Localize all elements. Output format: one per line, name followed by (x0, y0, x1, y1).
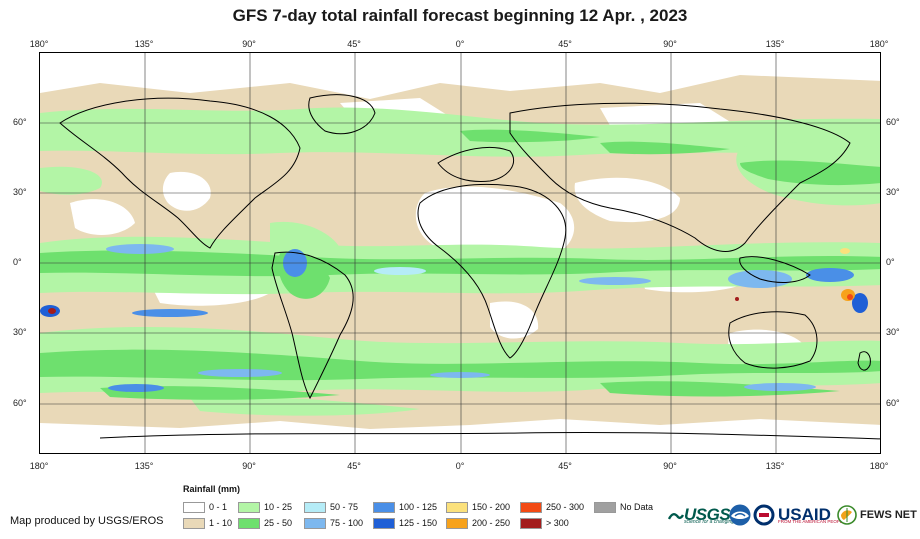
rainfall-map (39, 52, 881, 454)
fews-net-logo: FEWS NET (837, 502, 917, 528)
lat-tick-left: 60° (13, 117, 27, 127)
legend-swatch (594, 501, 616, 513)
lon-tick-top: 90° (663, 39, 677, 49)
map-title: GFS 7-day total rainfall forecast beginn… (232, 6, 688, 25)
legend-item: 50 - 75 (304, 501, 358, 513)
usgs-logo: USGS science for a changing world (668, 502, 747, 528)
legend-swatch (373, 501, 395, 513)
legend-title: Rainfall (mm) (183, 484, 241, 494)
lon-tick-bottom: 90° (242, 461, 256, 471)
legend-label: 75 - 100 (330, 518, 364, 528)
lon-tick-bottom: 45° (347, 461, 361, 471)
lon-tick-bottom: 135° (765, 461, 785, 471)
lon-tick-bottom: 0° (455, 461, 465, 471)
lon-tick-bottom: 135° (134, 461, 154, 471)
credit-text: Map produced by USGS/EROS (10, 515, 164, 527)
legend-swatch (183, 501, 205, 513)
legend-label: 50 - 75 (330, 502, 359, 512)
usaid-name: USAID (778, 504, 831, 524)
legend-label: 150 - 200 (472, 502, 511, 512)
lon-tick-bottom: 90° (663, 461, 677, 471)
legend-item: No Data (594, 501, 653, 513)
usgs-tagline: science for a changing world (684, 518, 748, 525)
usaid-wordmark: USAID FROM THE AMERICAN PEOPLE (778, 506, 845, 525)
lon-tick-bottom: 45° (558, 461, 572, 471)
legend-label: 1 - 10 (209, 518, 233, 528)
lat-tick-left: 30° (13, 327, 27, 337)
legend-swatch (520, 517, 542, 529)
legend-label: 200 - 250 (472, 518, 511, 528)
legend-item: 1 - 10 (183, 517, 232, 529)
legend-item: 150 - 200 (446, 501, 510, 513)
lon-tick-bottom: 180° (869, 461, 889, 471)
legend-swatch (446, 517, 468, 529)
legend-item: 100 - 125 (373, 501, 437, 513)
lat-tick-left: 0° (13, 257, 22, 267)
legend-swatch (238, 501, 260, 513)
usgs-wordmark: USGS science for a changing world (684, 506, 747, 525)
lon-tick-top: 0° (455, 39, 465, 49)
legend-swatch (446, 501, 468, 513)
legend-swatch (304, 501, 326, 513)
legend-item: 200 - 250 (446, 517, 510, 529)
lat-tick-right: 0° (886, 257, 895, 267)
legend-item: > 300 (520, 517, 569, 529)
legend-swatch (304, 517, 326, 529)
coastlines (59, 94, 880, 440)
legend-item: 125 - 150 (373, 517, 437, 529)
lat-tick-right: 30° (886, 327, 900, 337)
legend-swatch (238, 517, 260, 529)
lon-tick-top: 45° (347, 39, 361, 49)
fews-globe-icon (837, 505, 857, 525)
lon-tick-top: 135° (765, 39, 785, 49)
legend-label: 100 - 125 (399, 502, 438, 512)
legend-item: 0 - 1 (183, 501, 227, 513)
lat-tick-left: 30° (13, 187, 27, 197)
lon-tick-bottom: 180° (29, 461, 49, 471)
legend-label: 0 - 1 (209, 502, 228, 512)
legend-item: 10 - 25 (238, 501, 292, 513)
usaid-logo: USAID FROM THE AMERICAN PEOPLE (753, 502, 845, 528)
legend-item: 75 - 100 (304, 517, 363, 529)
lat-tick-right: 60° (886, 398, 900, 408)
rainfall-map-canvas (40, 53, 880, 453)
legend-label: 10 - 25 (264, 502, 293, 512)
lon-tick-top: 135° (134, 39, 154, 49)
legend-swatch (183, 517, 205, 529)
legend-label: No Data (620, 502, 654, 512)
graticule (40, 53, 880, 453)
usgs-name: USGS (684, 504, 731, 524)
fews-net-name: FEWS NET (860, 509, 917, 521)
lat-tick-right: 60° (886, 117, 900, 127)
legend-swatch (520, 501, 542, 513)
legend-label: > 300 (546, 518, 569, 528)
legend-label: 125 - 150 (399, 518, 438, 528)
legend-label: 250 - 300 (546, 502, 585, 512)
lon-tick-top: 45° (558, 39, 572, 49)
noaa-seal-icon (729, 504, 751, 526)
legend-item: 250 - 300 (520, 501, 584, 513)
usgs-wave-icon (668, 513, 684, 520)
rain-extreme-patches (48, 248, 855, 314)
legend-item: 25 - 50 (238, 517, 292, 529)
usaid-tagline: FROM THE AMERICAN PEOPLE (778, 518, 846, 524)
legend-swatch (373, 517, 395, 529)
lon-tick-top: 90° (242, 39, 256, 49)
lon-tick-top: 180° (869, 39, 889, 49)
noaa-logo (729, 502, 751, 528)
lon-tick-top: 180° (29, 39, 49, 49)
usaid-seal-icon (753, 504, 775, 526)
legend-label: 25 - 50 (264, 518, 293, 528)
lat-tick-right: 30° (886, 187, 900, 197)
lat-tick-left: 60° (13, 398, 27, 408)
